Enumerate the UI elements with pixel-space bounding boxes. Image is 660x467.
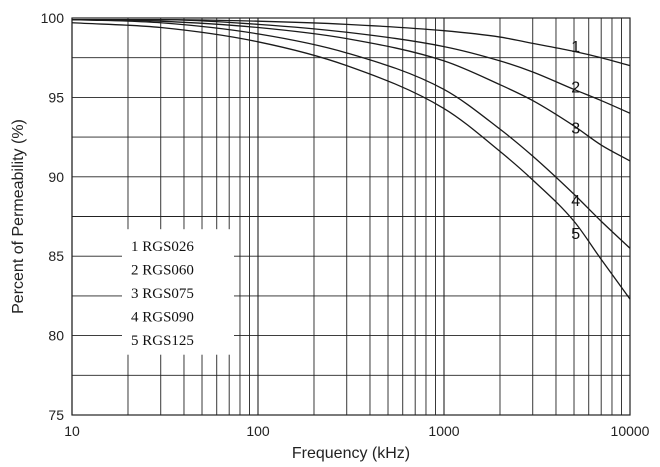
legend-entry: 4 RGS090 <box>131 310 194 326</box>
curve-label: 4 <box>571 193 580 210</box>
y-tick-label: 80 <box>48 328 64 344</box>
legend: 1 RGS026 2 RGS060 3 RGS075 4 RGS090 5 RGS125 <box>122 229 234 355</box>
curve-label: 2 <box>571 79 580 96</box>
y-tick-label: 85 <box>48 248 64 264</box>
y-axis-title: Percent of Permeability (%) <box>10 119 27 314</box>
series-line-rgs090 <box>71 18 631 249</box>
legend-entry: 2 RGS060 <box>131 263 194 279</box>
curve-label: 3 <box>571 120 580 137</box>
y-tick-label: 100 <box>41 10 65 26</box>
legend-entry: 1 RGS026 <box>131 239 194 255</box>
x-tick-label: 10000 <box>611 423 650 439</box>
tick-labels: 10 100 1000 10000 75 80 85 90 95 100 <box>41 10 650 439</box>
y-tick-label: 90 <box>48 169 64 185</box>
legend-box <box>122 229 234 355</box>
curve-label: 5 <box>571 226 580 243</box>
series-line-rgs060 <box>72 18 631 114</box>
series-line-rgs075 <box>71 18 631 162</box>
x-tick-label: 100 <box>246 423 270 439</box>
plot-frame <box>71 17 631 416</box>
curves <box>71 18 631 300</box>
x-tick-label: 10 <box>64 423 80 439</box>
x-tick-label: 1000 <box>428 423 459 439</box>
curve-label: 1 <box>571 39 580 56</box>
curve-labels: 1 2 3 4 5 <box>571 39 580 243</box>
x-axis-title: Frequency (kHz) <box>292 445 410 462</box>
series-line-rgs125 <box>71 22 631 300</box>
legend-entry: 3 RGS075 <box>131 286 194 302</box>
legend-entry: 5 RGS125 <box>131 333 194 349</box>
y-tick-label: 75 <box>48 407 64 423</box>
y-tick-label: 95 <box>48 89 64 105</box>
